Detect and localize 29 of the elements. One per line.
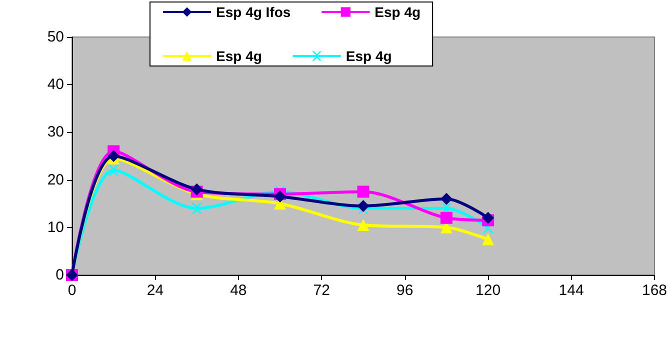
point [482,233,494,246]
point [108,150,120,162]
x-tick-label: 72 [313,282,330,299]
x-tick-label: 120 [476,282,501,299]
point [440,212,452,224]
legend-label: Esp 4g Ifos [216,4,291,20]
point [482,212,494,224]
y-tick-label: 0 [56,266,64,284]
y-tick-label: 30 [47,124,64,141]
y-tick-label: 20 [47,171,64,188]
legend-label: Esp 4g [216,48,262,64]
point [357,219,370,232]
x-tick-label: 168 [642,282,667,299]
y-tick-label: 40 [47,76,64,94]
x-tick-label: 0 [68,282,76,299]
point [190,183,203,196]
x-tick-label: 96 [396,282,414,299]
y-tick-label: 50 [47,28,64,46]
point [357,200,370,212]
y-tick-label: 10 [47,218,64,236]
x-tick-label: 144 [558,282,584,299]
point [440,192,452,205]
legend-label: Esp 4g [374,4,421,20]
legend-label: Esp 4g [346,48,392,64]
point [357,186,370,198]
x-tick-label: 24 [146,282,164,299]
point [108,164,120,176]
x-tick-label: 48 [230,282,247,299]
point [191,202,202,214]
